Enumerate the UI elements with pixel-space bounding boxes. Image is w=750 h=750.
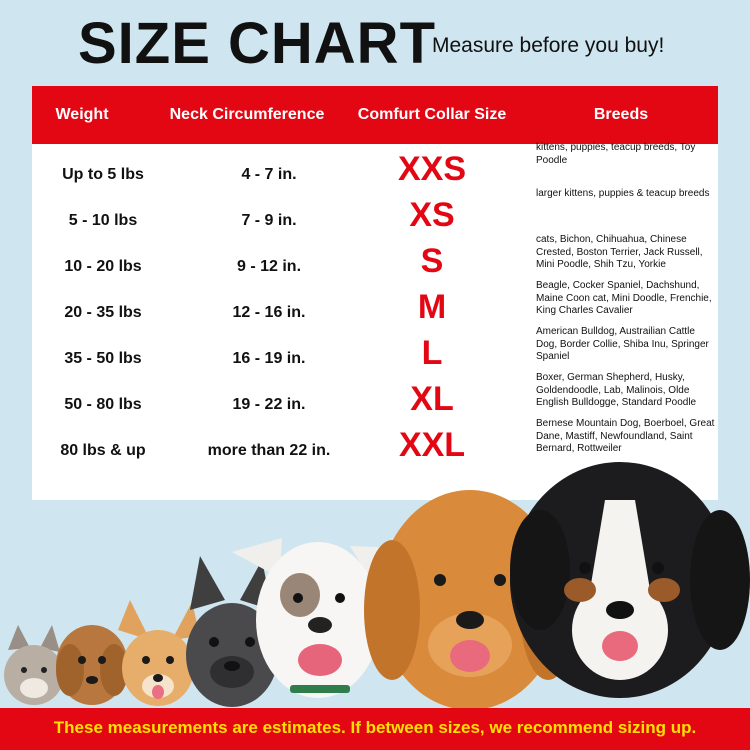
- breeds-cell: American Bulldog, Austrailian Cattle Dog…: [536, 326, 709, 362]
- pit-bull-image: [232, 538, 395, 698]
- header-breeds: Breeds: [593, 106, 649, 123]
- size-cell: XL: [410, 380, 454, 418]
- size-cell: XXL: [398, 426, 466, 464]
- neck-cell: more than 22 in.: [207, 442, 331, 459]
- weight-cell: 20 - 35 lbs: [64, 304, 142, 321]
- header-size: Comfurt Collar Size: [357, 106, 507, 123]
- neck-cell: 9 - 12 in.: [236, 258, 302, 275]
- poodle-image: [56, 625, 128, 705]
- size-chart-table: Weight Neck Circumference Comfurt Collar…: [32, 86, 718, 500]
- breeds-cell: cats, Bichon, Chihuahua, Chinese Crested…: [536, 234, 703, 270]
- breeds-cell: Boxer, German Shepherd, Husky, Goldendoo…: [536, 372, 697, 408]
- weight-cell: 80 lbs & up: [60, 442, 146, 459]
- table-row: 80 lbs & up more than 22 in. XXL Bernese…: [32, 418, 718, 474]
- header-neck: Neck Circumference: [169, 106, 325, 123]
- weight-cell: 10 - 20 lbs: [64, 258, 142, 275]
- table-row: 50 - 80 lbs 19 - 22 in. XL Boxer, German…: [32, 372, 718, 428]
- french-bulldog-image: [186, 556, 278, 707]
- neck-cell: 7 - 9 in.: [241, 212, 297, 229]
- table-header: Weight Neck Circumference Comfurt Collar…: [32, 86, 718, 144]
- dogs-illustration: [4, 462, 750, 710]
- weight-cell: 35 - 50 lbs: [64, 350, 142, 367]
- size-cell: XXS: [397, 150, 467, 188]
- footer-disclaimer: These measurements are estimates. If bet…: [0, 708, 750, 750]
- size-cell: L: [421, 334, 443, 372]
- size-cell: XS: [409, 196, 455, 234]
- neck-cell: 12 - 16 in.: [232, 304, 306, 321]
- breeds-cell: Beagle, Cocker Spaniel, Dachshund, Maine…: [536, 280, 712, 316]
- neck-cell: 4 - 7 in.: [241, 166, 297, 183]
- table-row: 5 - 10 lbs 7 - 9 in. XS larger kittens, …: [32, 188, 718, 244]
- table-row: 10 - 20 lbs 9 - 12 in. S cats, Bichon, C…: [32, 234, 718, 290]
- weight-cell: 5 - 10 lbs: [68, 212, 138, 229]
- size-cell: S: [420, 242, 444, 280]
- size-cell: M: [417, 288, 447, 326]
- weight-cell: Up to 5 lbs: [62, 166, 144, 183]
- page-title: SIZE CHART: [78, 11, 436, 76]
- breeds-cell: Bernese Mountain Dog, Boerboel, Great Da…: [536, 418, 715, 454]
- neck-cell: 19 - 22 in.: [232, 396, 306, 413]
- bernese-mountain-dog-image: [510, 462, 750, 698]
- weight-cell: 50 - 80 lbs: [64, 396, 142, 413]
- neck-cell: 16 - 19 in.: [232, 350, 306, 367]
- table-row: 20 - 35 lbs 12 - 16 in. M Beagle, Cocker…: [32, 280, 718, 336]
- table-row: 35 - 50 lbs 16 - 19 in. L American Bulld…: [32, 326, 718, 382]
- breeds-cell: kittens, puppies, teacup breeds, Toy Poo…: [536, 142, 696, 166]
- header-weight: Weight: [55, 106, 109, 123]
- table-row: Up to 5 lbs 4 - 7 in. XXS kittens, puppi…: [32, 142, 718, 198]
- cat-image: [4, 625, 64, 705]
- breeds-cell: larger kittens, puppies & teacup breeds: [536, 188, 710, 199]
- chihuahua-image: [118, 600, 200, 706]
- page-subtitle: Measure before you buy!: [432, 34, 665, 57]
